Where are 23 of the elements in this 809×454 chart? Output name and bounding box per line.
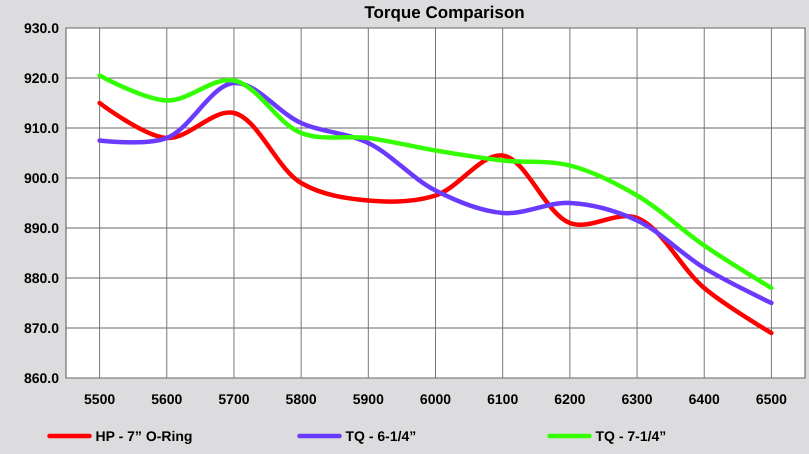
y-tick-label: 860.0 [24, 370, 60, 386]
x-tick-label: 5600 [151, 391, 183, 407]
x-tick-label: 5800 [286, 391, 317, 407]
x-tick-label: 6300 [621, 391, 653, 407]
x-tick-label: 6500 [756, 391, 788, 407]
legend-label: TQ - 6-1/4” [346, 428, 416, 444]
legend-label: HP - 7” O-Ring [96, 428, 192, 444]
y-tick-label: 920.0 [24, 70, 60, 86]
x-tick-label: 6200 [554, 391, 586, 407]
x-tick-label: 6400 [688, 391, 720, 407]
y-tick-label: 870.0 [24, 320, 60, 336]
x-tick-label: 5700 [218, 391, 250, 407]
y-tick-label: 880.0 [24, 270, 60, 286]
x-tick-label: 6000 [420, 391, 452, 407]
y-tick-label: 930.0 [24, 20, 60, 36]
y-tick-label: 890.0 [24, 220, 60, 236]
y-tick-label: 900.0 [24, 170, 60, 186]
x-tick-label: 5900 [352, 391, 384, 407]
y-tick-label: 910.0 [24, 120, 60, 136]
legend-label: TQ - 7-1/4” [596, 428, 666, 444]
chart-title: Torque Comparison [364, 3, 525, 22]
x-tick-label: 5500 [84, 391, 116, 407]
x-tick-label: 6100 [487, 391, 518, 407]
